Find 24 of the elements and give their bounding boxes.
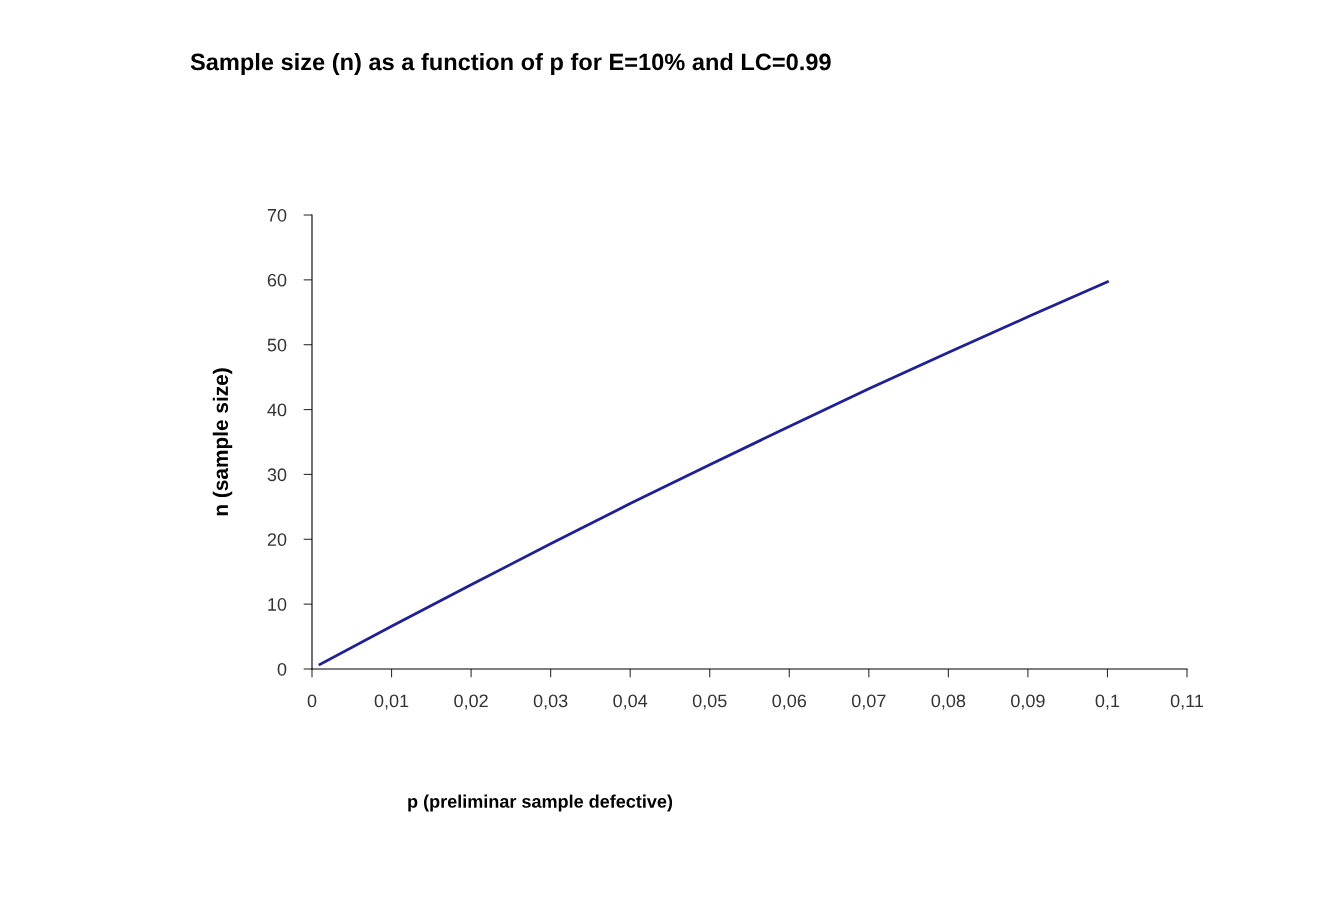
x-tick-label: 0,05 [692, 694, 727, 710]
y-tick-label: 60 [267, 273, 287, 287]
x-tick-label: 0,07 [851, 694, 886, 710]
y-tick-label: 40 [267, 403, 287, 417]
line-series [318, 280, 1109, 666]
x-tick-label: 0,11 [1170, 694, 1204, 710]
y-tick-label: 30 [267, 468, 287, 482]
x-tick-label: 0,02 [454, 694, 488, 710]
chart-title: Sample size (n) as a function of p for E=10% and LC=0.99 [190, 53, 831, 76]
x-tick-label: 0,1 [1095, 694, 1120, 710]
x-tick-label: 0,06 [772, 694, 807, 710]
x-tick-label: 0,08 [931, 694, 966, 710]
x-tick-label: 0,04 [613, 694, 648, 710]
x-tick-label: 0,09 [1011, 694, 1045, 710]
y-axis-title: n (sample size) [212, 368, 233, 516]
x-tick-label: 0 [307, 694, 317, 708]
x-tick-label: 0,01 [374, 694, 409, 710]
y-tick-label: 10 [268, 598, 287, 611]
x-tick-label: 0,03 [533, 694, 568, 710]
y-tick-label: 70 [267, 208, 287, 222]
y-tick-label: 50 [267, 338, 287, 352]
x-axis-title: p (preliminar sample defective) [408, 794, 673, 812]
y-tick-label: 0 [277, 662, 287, 676]
y-tick-label: 20 [267, 533, 287, 547]
